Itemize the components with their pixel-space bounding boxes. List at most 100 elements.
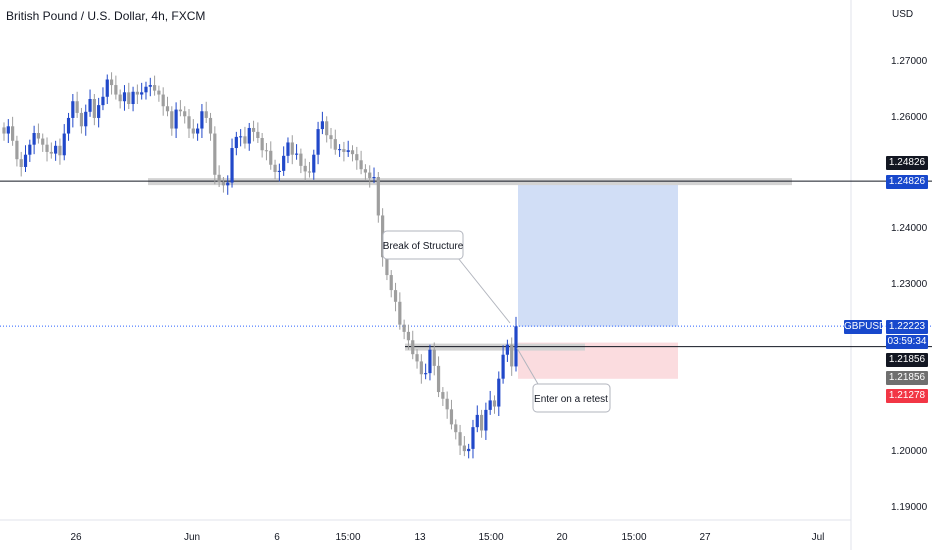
time-tick: 20 [556,532,568,543]
candle-body [290,142,294,155]
candle-body [273,164,277,172]
candle-body [436,365,441,393]
candle-body [152,85,157,91]
chart-title[interactable]: British Pound / U.S. Dollar, 4h, FXCM [6,9,206,23]
candle-body [174,109,178,129]
candle-body [256,131,260,138]
candle-body [109,79,114,86]
candle-body [264,150,269,152]
candle-body [479,414,484,431]
candle-body [165,106,170,112]
price-tick: 1.26000 [891,112,928,123]
candle-body [484,409,488,431]
candle-body [131,91,135,105]
candle-body [88,99,92,112]
resistance-price-label: 1.24826 [886,156,928,170]
candle-body [286,142,290,156]
price-axis[interactable]: 1.27000 1.26000 1.24000 1.23000 1.20000 … [891,56,928,513]
candle-body [243,136,247,144]
candle-body [449,409,454,425]
candle-body [15,140,19,160]
candle-body [406,331,411,341]
candle-body [45,144,49,152]
candle-body [105,79,109,97]
candle-body [467,448,471,452]
candle-body [11,126,15,141]
price-tick: 1.20000 [891,446,928,457]
candle-body [58,145,62,156]
candle-body [505,344,509,355]
candle-body [178,109,183,112]
candle-body [419,361,423,375]
candle-body [333,139,337,150]
candle-body [415,354,419,362]
candle-body [49,151,53,154]
candle-body [19,159,23,167]
candle-body [170,111,174,129]
candle-body [71,101,75,118]
candle-body [135,91,139,95]
candle-body [329,135,333,140]
candle-body [514,326,518,367]
candle-body [316,129,320,155]
candle-body [66,117,71,134]
candle-body [312,154,316,173]
candle-body [458,432,462,446]
candle-body [157,90,161,95]
candle-body [488,400,492,410]
candle-body [92,99,96,118]
time-tick: 6 [274,532,280,543]
candle-body [462,445,466,452]
candle-body [320,121,324,130]
candle-body [226,182,230,186]
candle-body [127,92,131,105]
candle-body [6,126,10,134]
candle-body [144,86,148,93]
candle-body [75,101,79,113]
candle-body [213,133,217,175]
candle-body [355,154,359,161]
candle-body [350,150,355,155]
candle-body [277,170,281,172]
target-price-label: 1.24826 [886,175,928,189]
candle-body [454,424,458,433]
candle-body [510,344,514,367]
entry-callout[interactable]: Enter on a retest [516,347,611,413]
candle-body [368,172,372,179]
candle-body [346,150,350,152]
candle-body [230,148,234,183]
candle-body [97,105,101,118]
time-tick: 15:00 [478,532,503,543]
target-zone[interactable] [518,181,678,327]
entry-zone-price-label: 1.21856 [886,371,928,385]
candle-body [187,116,191,129]
time-tick: 15:00 [621,532,646,543]
candle-body [122,92,127,102]
candle-body [23,154,28,167]
symbol-label: GBPUSD [844,320,887,334]
candle-body [247,127,251,144]
candle-body [501,354,505,379]
candles [2,72,518,459]
candle-body [118,94,122,102]
bar-countdown-label: 03:59:34 [886,335,928,349]
candle-body [303,165,307,172]
candle-body [196,128,200,134]
candle-body [428,349,432,374]
candle-body [2,127,6,134]
bos-callout[interactable]: Break of Structure [382,230,511,324]
candle-body [337,149,342,151]
candle-body [183,111,187,117]
candle-body [221,182,226,186]
candle-body [411,340,415,355]
entry-price-label: 1.21856 [886,353,928,367]
price-tick: 1.24000 [891,223,928,234]
candle-body [208,117,213,134]
candle-body [200,111,204,129]
candle-body [445,398,449,410]
time-axis[interactable]: 26 Jun 6 15:00 13 15:00 20 15:00 27 Jul [70,532,824,543]
candle-body [79,112,84,127]
time-tick: 15:00 [335,532,360,543]
